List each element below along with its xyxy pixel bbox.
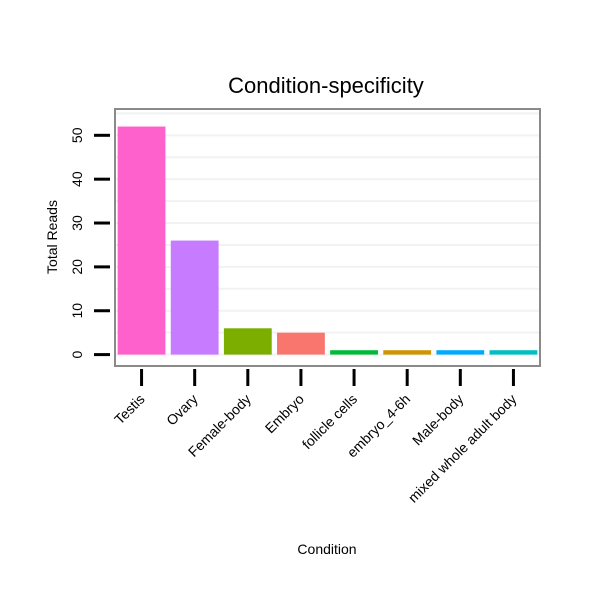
x-axis-title: Condition	[297, 541, 356, 557]
y-axis: 0 10 20 30 40 50	[69, 127, 110, 358]
x-tick-label: Embryo	[262, 391, 308, 437]
y-tick-label: 10	[69, 303, 85, 319]
bar-chart: Condition-specificity 0 10 20 30 40 50 Testis…	[0, 0, 600, 600]
y-tick-label: 20	[69, 259, 85, 275]
y-axis-title: Total Reads	[44, 200, 60, 274]
bar-male-body	[436, 350, 484, 354]
x-tick-label: mixed whole adult body	[405, 391, 520, 506]
chart-container: Condition-specificity 0 10 20 30 40 50 Testis…	[0, 0, 600, 600]
bar-mixed-whole-adult-body	[490, 350, 538, 354]
bar-ovary	[171, 241, 219, 355]
y-tick-label: 50	[69, 127, 85, 143]
bars	[118, 127, 538, 355]
x-tick-label: Male-body	[409, 391, 467, 449]
x-tick-label: Ovary	[163, 391, 201, 429]
y-tick-label: 30	[69, 215, 85, 231]
bar-female-body	[224, 328, 272, 354]
y-tick-label: 0	[69, 350, 85, 358]
bar-embryo	[277, 333, 325, 355]
chart-title: Condition-specificity	[228, 73, 424, 98]
y-tick-label: 40	[69, 171, 85, 187]
bar-follicle-cells	[330, 350, 378, 354]
bar-testis	[118, 127, 166, 355]
x-tick-label: Testis	[111, 391, 148, 428]
bar-embryo-4-6h	[383, 350, 431, 354]
